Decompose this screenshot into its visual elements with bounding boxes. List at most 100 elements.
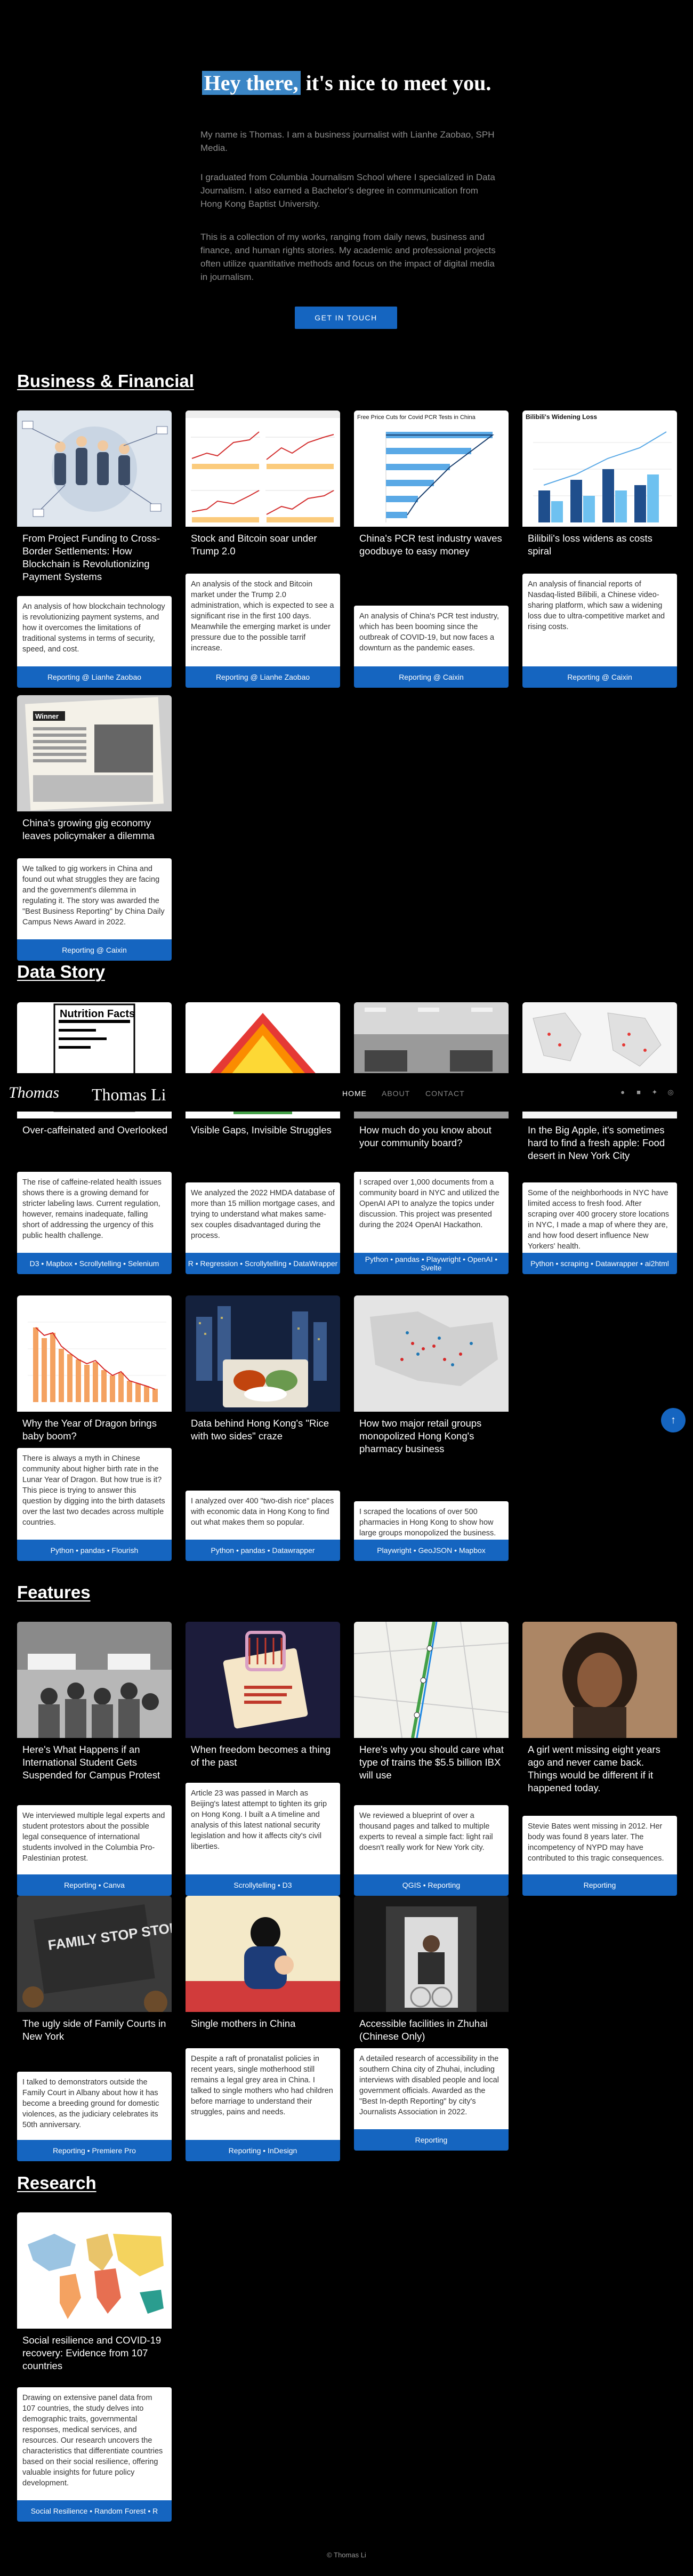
site-name[interactable]: Thomas Li bbox=[92, 1085, 166, 1104]
card-title[interactable]: Why the Year of Dragon brings baby boom? bbox=[22, 1418, 157, 1442]
card-desc-text: An analysis of financial reports of Nasd… bbox=[528, 580, 665, 631]
card-thumbnail bbox=[354, 1896, 509, 2012]
card-footer[interactable]: Reporting • InDesign bbox=[186, 2140, 340, 2161]
twitter-icon[interactable]: ✦ bbox=[651, 1088, 658, 1096]
linkedin-icon[interactable]: ■ bbox=[636, 1088, 641, 1096]
card-title[interactable]: The ugly side of Family Courts in New Yo… bbox=[22, 2018, 166, 2042]
card-title[interactable]: Single mothers in China bbox=[191, 2018, 296, 2029]
card-description: An analysis of financial reports of Nasd… bbox=[522, 574, 677, 666]
card-desc-text: I scraped over 1,000 documents from a co… bbox=[359, 1178, 499, 1229]
card-desc-text: An analysis of how blockchain technology… bbox=[22, 602, 165, 654]
hero-education: I graduated from Columbia Journalism Sch… bbox=[200, 172, 495, 209]
section-title-data-story: Data Story bbox=[17, 962, 106, 981]
nav-about[interactable]: ABOUT bbox=[382, 1089, 410, 1098]
card-thumbnail: Free Price Cuts for Covid PCR Tests in C… bbox=[354, 410, 509, 527]
top-nav: Thomas Thomas Li HOME ABOUT CONTACT ● ■ … bbox=[0, 1073, 693, 1112]
card-desc-text: Article 23 was passed in March as Beijin… bbox=[191, 1789, 327, 1851]
card-title[interactable]: China's growing gig economy leaves polic… bbox=[22, 817, 155, 841]
card-description: We interviewed multiple legal experts an… bbox=[17, 1805, 172, 1874]
bili-chart-title: Bilibili's Widening Loss bbox=[526, 413, 597, 421]
card-footer[interactable]: Playwright • GeoJSON • Mapbox bbox=[354, 1540, 509, 1561]
card-thumbnail: FAMILY STOP STOP bbox=[17, 1896, 172, 2012]
card-footer[interactable]: R • Regression • Scrollytelling • DataWr… bbox=[186, 1253, 340, 1274]
card-footer[interactable]: Scrollytelling • D3 bbox=[186, 1874, 340, 1896]
card-footer[interactable]: Reporting @ Lianhe Zaobao bbox=[186, 666, 340, 688]
card-footer[interactable]: Reporting @ Lianhe Zaobao bbox=[17, 666, 172, 688]
card-desc-text: I scraped the locations of over 500 phar… bbox=[359, 1508, 496, 1537]
card-desc-text: Despite a raft of pronatalist policies i… bbox=[191, 2055, 333, 2116]
card-thumbnail bbox=[17, 1295, 172, 1412]
card-desc-text: We talked to gig workers in China and fo… bbox=[22, 865, 165, 927]
get-in-touch-button[interactable]: GET IN TOUCH bbox=[295, 307, 397, 329]
card-desc-text: We reviewed a blueprint of over a thousa… bbox=[359, 1812, 493, 1852]
card-desc-text: There is always a myth in Chinese commun… bbox=[22, 1454, 165, 1527]
section-title-business: Business & Financial bbox=[17, 371, 194, 391]
card-footer[interactable]: Python • pandas • Playwright • OpenAI • … bbox=[354, 1253, 509, 1274]
card-footer[interactable]: D3 • Mapbox • Scrollytelling • Selenium bbox=[17, 1253, 172, 1274]
card-thumbnail bbox=[186, 1295, 340, 1412]
card-description: An analysis of how blockchain technology… bbox=[17, 596, 172, 666]
card-thumbnail bbox=[522, 1622, 677, 1738]
card-desc-text: I analyzed over 400 "two-dish rice" plac… bbox=[191, 1497, 334, 1527]
card-title[interactable]: China's PCR test industry waves goodbuye… bbox=[359, 533, 502, 557]
card-title[interactable]: Over-caffeinated and Overlooked bbox=[22, 1124, 168, 1136]
card-desc-text: We interviewed multiple legal experts an… bbox=[22, 1812, 165, 1863]
card-title[interactable]: When freedom becomes a thing of the past bbox=[191, 1744, 331, 1768]
nav-home[interactable]: HOME bbox=[342, 1089, 367, 1098]
card-thumbnail bbox=[186, 1622, 340, 1738]
section-title-features: Features bbox=[17, 1582, 91, 1602]
card-footer[interactable]: Reporting • Premiere Pro bbox=[17, 2140, 172, 2161]
card-footer[interactable]: Reporting @ Caixin bbox=[354, 666, 509, 688]
card-description: Some of the neighborhoods in NYC have li… bbox=[522, 1182, 677, 1253]
card-footer[interactable]: Reporting bbox=[354, 2129, 509, 2151]
card-title[interactable]: Accessible facilities in Zhuhai (Chinese… bbox=[359, 2018, 488, 2042]
card-description: We reviewed a blueprint of over a thousa… bbox=[354, 1805, 509, 1874]
card-footer[interactable]: QGIS • Reporting bbox=[354, 1874, 509, 1896]
card-title[interactable]: Visible Gaps, Invisible Struggles bbox=[191, 1124, 332, 1136]
card-title[interactable]: In the Big Apple, it's sometimes hard to… bbox=[528, 1124, 665, 1161]
card-footer[interactable]: Reporting @ Caixin bbox=[522, 666, 677, 688]
card-description: Article 23 was passed in March as Beijin… bbox=[186, 1783, 340, 1874]
hero-intro: My name is Thomas. I am a business journ… bbox=[200, 130, 495, 153]
card-desc-text: Drawing on extensive panel data from 107… bbox=[22, 2394, 163, 2488]
card-title[interactable]: Data behind Hong Kong's "Rice with two s… bbox=[191, 1418, 329, 1442]
card-thumbnail bbox=[186, 410, 340, 527]
card-title[interactable]: Social resilience and COVID-19 recovery:… bbox=[22, 2334, 162, 2371]
hero-title-rest: it's nice to meet you. bbox=[300, 71, 491, 95]
card-title[interactable]: From Project Funding to Cross-Border Set… bbox=[22, 533, 160, 582]
card-title[interactable]: How two major retail groups monopolized … bbox=[359, 1418, 482, 1454]
card-description: Drawing on extensive panel data from 107… bbox=[17, 2387, 172, 2500]
card-thumbnail bbox=[186, 1896, 340, 2012]
card-description: Stevie Bates went missing in 2012. Her b… bbox=[522, 1816, 677, 1874]
card-title[interactable]: Stock and Bitcoin soar under Trump 2.0 bbox=[191, 533, 317, 557]
card-title[interactable]: Bilibili's loss widens as costs spiral bbox=[528, 533, 652, 557]
card-footer[interactable]: Python • scraping • Datawrapper • ai2htm… bbox=[522, 1253, 677, 1274]
card-description: Despite a raft of pronatalist policies i… bbox=[186, 2048, 340, 2140]
card-description: I analyzed over 400 "two-dish rice" plac… bbox=[186, 1491, 340, 1540]
hero-collection: This is a collection of my works, rangin… bbox=[200, 232, 496, 282]
instagram-icon[interactable]: ◎ bbox=[667, 1088, 674, 1096]
card-description: An analysis of the stock and Bitcoin mar… bbox=[186, 574, 340, 666]
card-thumbnail bbox=[17, 410, 172, 527]
back-to-top-button[interactable]: ↑ bbox=[661, 1408, 686, 1432]
script-logo[interactable]: Thomas bbox=[9, 1084, 60, 1101]
card-description: An analysis of China's PCR test industry… bbox=[354, 606, 509, 666]
card-footer[interactable]: Python • pandas • Datawrapper bbox=[186, 1540, 340, 1561]
github-icon[interactable]: ● bbox=[621, 1088, 625, 1096]
card-thumbnail: Winner bbox=[17, 695, 172, 811]
card-footer[interactable]: Reporting • Canva bbox=[17, 1874, 172, 1896]
nav-contact[interactable]: CONTACT bbox=[425, 1089, 465, 1098]
card-desc-text: I talked to demonstrators outside the Fa… bbox=[22, 2078, 159, 2129]
hero-section: Hey there, it's nice to meet you. My nam… bbox=[0, 0, 693, 368]
card-thumbnail bbox=[354, 1295, 509, 1412]
card-title[interactable]: Here's why you should care what type of … bbox=[359, 1744, 504, 1781]
card-footer[interactable]: Reporting @ Caixin bbox=[17, 939, 172, 961]
card-title[interactable]: How much do you know about your communit… bbox=[359, 1124, 491, 1148]
card-footer[interactable]: Reporting bbox=[522, 1874, 677, 1896]
card-footer[interactable]: Social Resilience • Random Forest • R bbox=[17, 2500, 172, 2522]
card-footer[interactable]: Python • pandas • Flourish bbox=[17, 1540, 172, 1561]
card-title[interactable]: Here's What Happens if an International … bbox=[22, 1744, 160, 1781]
card-description: The rise of caffeine-related health issu… bbox=[17, 1172, 172, 1253]
card-desc-text: A detailed research of accessibility in … bbox=[359, 2055, 499, 2116]
card-title[interactable]: A girl went missing eight years ago and … bbox=[528, 1744, 660, 1793]
